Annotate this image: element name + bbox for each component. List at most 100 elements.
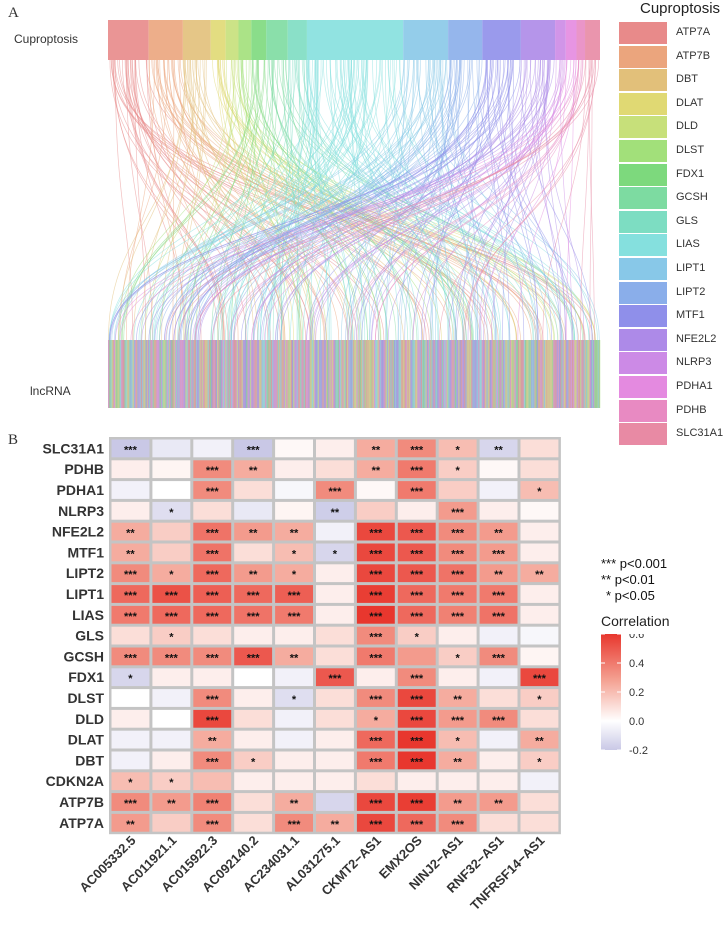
sankey-link	[356, 59, 551, 341]
heatmap-cell	[234, 564, 273, 583]
heatmap-cell	[152, 751, 191, 770]
sankey-link	[187, 59, 451, 341]
sankey-link	[361, 59, 505, 341]
lncrna-node-stripe	[144, 340, 146, 408]
lncrna-node-stripe	[379, 340, 382, 408]
significance-mark: **	[372, 465, 381, 477]
heatmap-cell	[479, 647, 518, 666]
sankey-link	[431, 59, 461, 341]
lncrna-node-stripe	[350, 340, 352, 408]
panel-a-letter: A	[8, 5, 19, 21]
lncrna-node-stripe	[164, 340, 166, 408]
lncrna-node-stripe	[166, 340, 169, 408]
lncrna-node-stripe	[496, 340, 499, 408]
lncrna-node-stripe	[199, 340, 201, 408]
lncrna-node-stripe	[149, 340, 151, 408]
lncrna-node-stripe	[395, 340, 397, 408]
significance-mark: ***	[410, 798, 424, 810]
lncrna-node-stripe	[523, 340, 526, 408]
sankey-link	[490, 59, 574, 341]
lncrna-node-stripe	[341, 340, 343, 408]
significance-mark: ***	[410, 673, 424, 685]
significance-mark: ***	[206, 528, 220, 540]
significance-mark: **	[249, 528, 258, 540]
heatmap-cell	[438, 689, 477, 707]
sankey-link	[589, 59, 593, 341]
significance-mark: ***	[247, 590, 261, 602]
significance-mark: ***	[410, 736, 424, 748]
lncrna-node-stripe	[521, 340, 523, 408]
sankey-link	[112, 59, 327, 341]
sankey-link	[130, 59, 580, 341]
significance-mark: ***	[410, 548, 424, 560]
lncrna-node-stripe	[118, 340, 121, 408]
lncrna-node-stripe	[400, 340, 403, 408]
sankey-link	[517, 59, 567, 341]
lncrna-node-stripe	[328, 340, 330, 408]
lncrna-node-stripe	[240, 340, 242, 408]
lncrna-node-stripe	[146, 340, 149, 408]
heatmap-cell	[520, 626, 559, 645]
lncrna-node-stripe	[515, 340, 518, 408]
legend-swatch-mtf1	[619, 305, 667, 328]
lncrna-node-stripe	[460, 340, 463, 408]
lncrna-node-stripe	[286, 340, 288, 408]
lncrna-node-stripe	[213, 340, 215, 408]
lncrna-node-stripe	[592, 340, 595, 408]
heatmap-cell	[356, 813, 395, 832]
lncrna-node-stripe	[386, 340, 389, 408]
legend-swatch-gls	[619, 210, 667, 233]
heatmap-cell	[193, 501, 232, 520]
lncrna-node-stripe	[219, 340, 221, 408]
lncrna-node-stripe	[158, 340, 160, 408]
lncrna-node-stripe	[342, 340, 344, 408]
significance-mark: ***	[369, 798, 383, 810]
sankey-link	[412, 59, 580, 341]
lncrna-node-stripe	[225, 340, 227, 408]
sankey-link	[340, 59, 415, 341]
legend-swatch-nlrp3	[619, 352, 667, 375]
lncrna-node-stripe	[205, 340, 207, 408]
sankey-link	[216, 59, 294, 341]
significance-mark: ***	[369, 590, 383, 602]
lncrna-node-stripe	[368, 340, 370, 408]
lncrna-node-stripe	[332, 340, 335, 408]
lncrna-node-stripe	[454, 340, 457, 408]
lncrna-node-stripe	[501, 340, 504, 408]
significance-mark: **	[535, 736, 544, 748]
lncrna-node-stripe	[458, 340, 460, 408]
lncrna-node-stripe	[437, 340, 439, 408]
heatmap-cell	[356, 668, 395, 687]
lncrna-node-stripe	[322, 340, 324, 408]
sankey-link	[125, 59, 223, 341]
heatmap-cell	[479, 439, 518, 458]
significance-mark: **	[126, 528, 135, 540]
lncrna-node-stripe	[486, 340, 488, 408]
heatmap-cell	[520, 813, 559, 832]
significance-mark: **	[372, 444, 381, 456]
lncrna-node-stripe	[564, 340, 567, 408]
legend-swatch-pdhb	[619, 399, 667, 422]
heatmap-cell	[111, 481, 150, 499]
sankey-link	[140, 59, 381, 341]
heatmap-cell	[152, 460, 191, 479]
lncrna-node-stripe	[132, 340, 135, 408]
sankey-link	[108, 59, 188, 341]
significance-mark: ***	[124, 652, 138, 664]
sankey-link	[313, 59, 549, 341]
significance-mark: ***	[492, 611, 506, 623]
lncrna-node-stripe	[375, 340, 377, 408]
lncrna-node-stripe	[358, 340, 361, 408]
lncrna-node-stripe	[441, 340, 444, 408]
sankey-link	[123, 59, 258, 341]
lncrna-node-stripe	[260, 340, 262, 408]
lncrna-node-stripe	[174, 340, 177, 408]
lncrna-node-stripe	[117, 340, 119, 408]
lncrna-node-stripe	[509, 340, 512, 408]
significance-mark: **	[126, 819, 135, 831]
lncrna-node-stripe	[287, 340, 289, 408]
significance-mark: ***	[206, 798, 220, 810]
heatmap-cell	[438, 626, 477, 645]
significance-mark: ***	[451, 590, 465, 602]
sankey-link	[230, 59, 421, 341]
